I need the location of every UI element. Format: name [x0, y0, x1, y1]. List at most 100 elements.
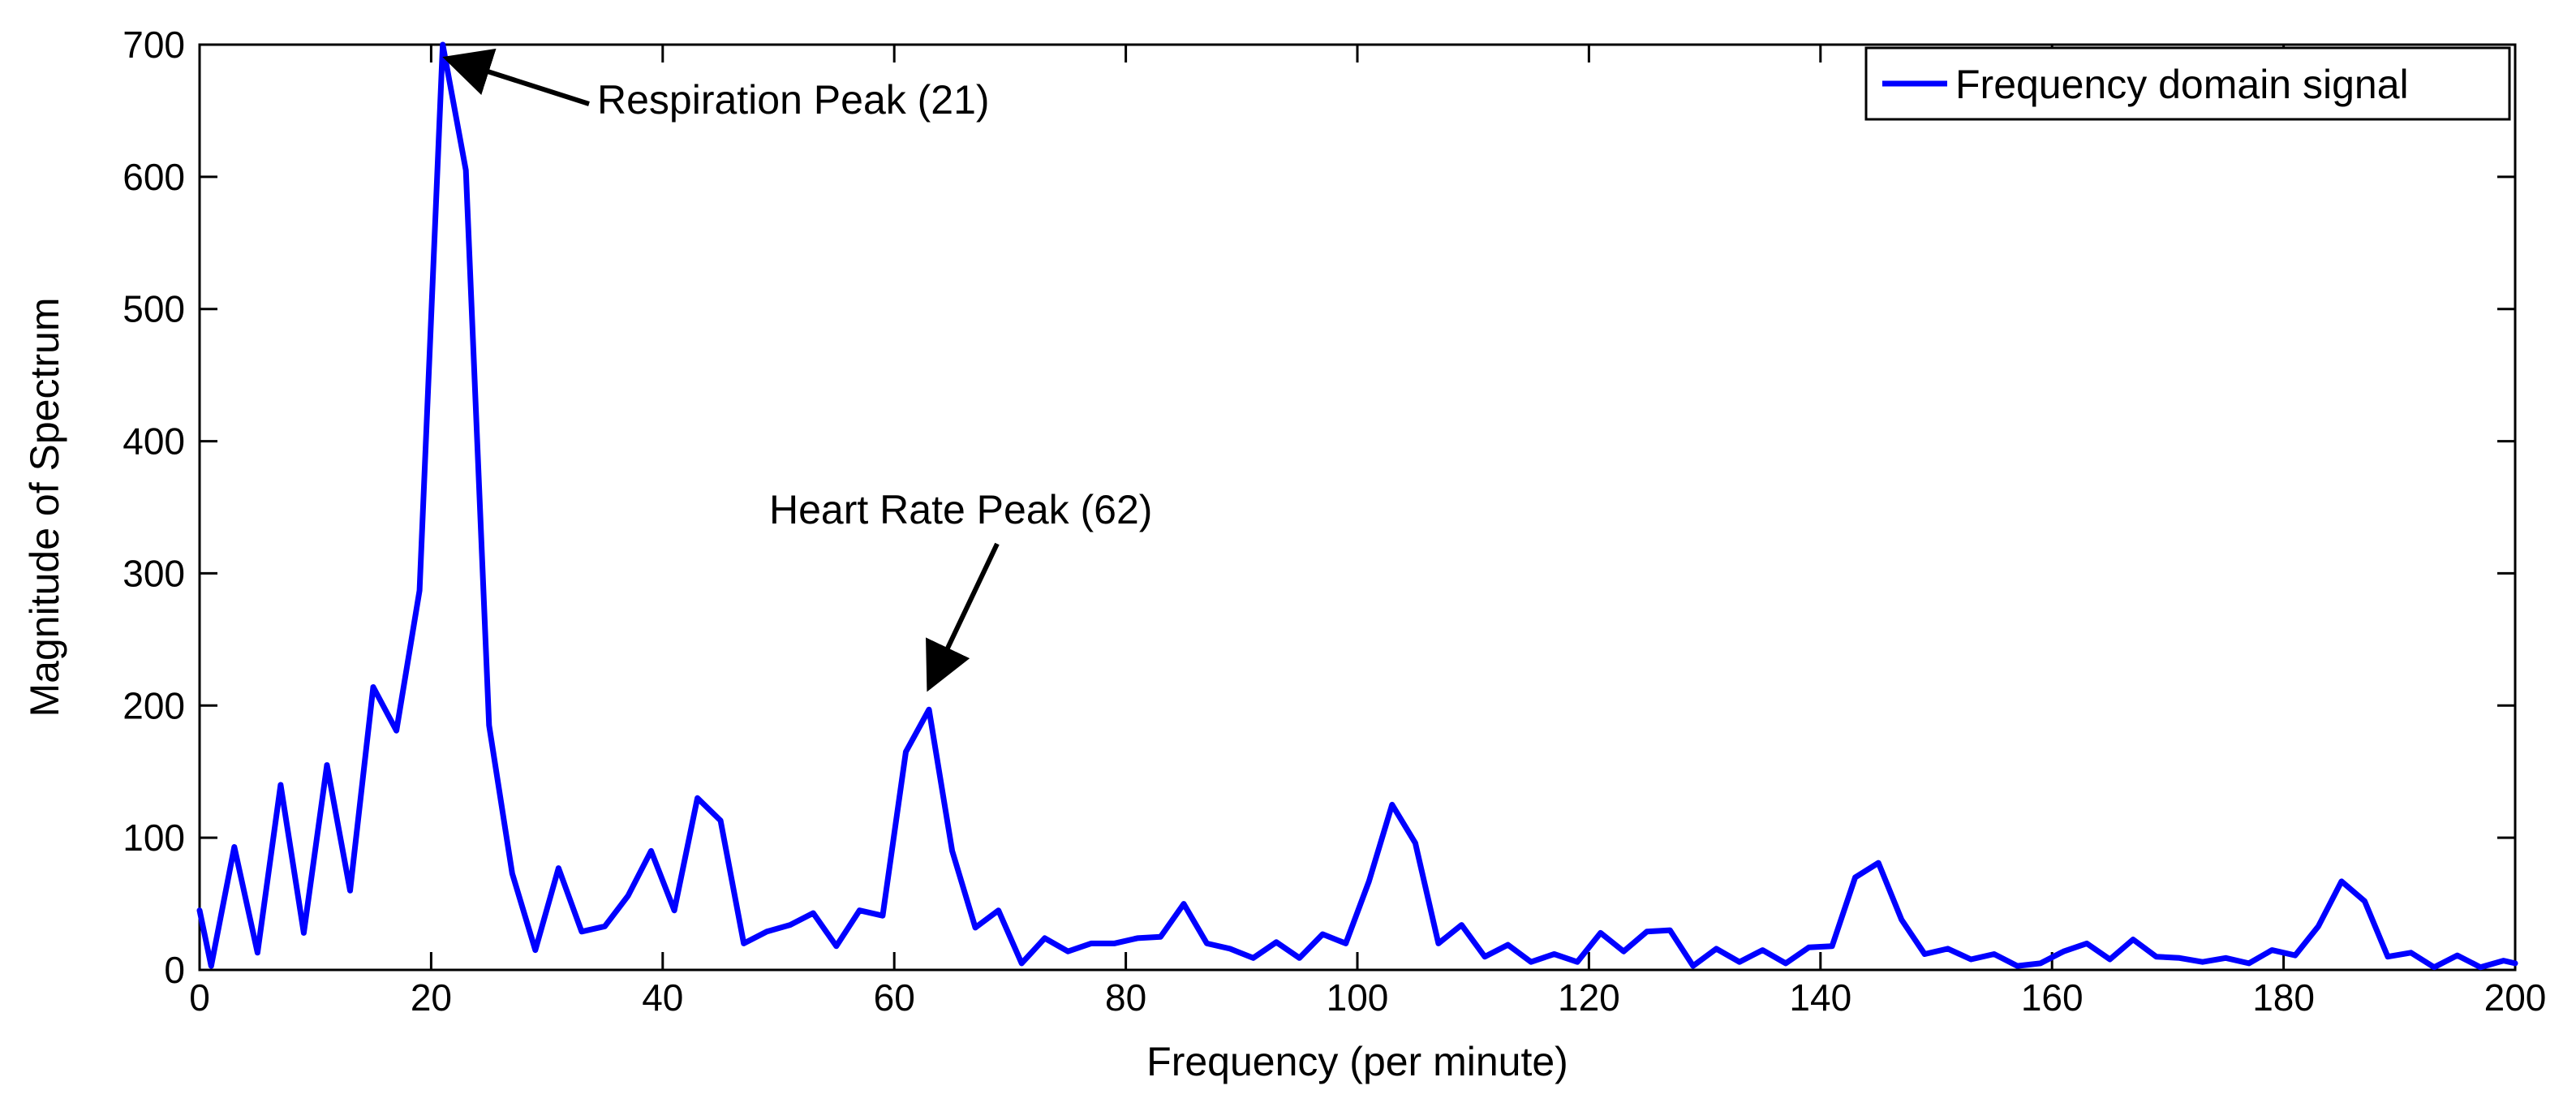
data-point: [1343, 941, 1348, 946]
x-axis-ticks: 0 20 40 60 80 100 120 140 160 180 200: [189, 45, 2546, 1019]
data-point: [672, 907, 677, 913]
data-point: [417, 588, 423, 593]
data-point: [1806, 945, 1812, 950]
data-point: [1783, 960, 1788, 966]
data-point: [718, 817, 724, 823]
data-point: [1019, 960, 1025, 966]
x-tick-label: 120: [1558, 976, 1620, 1019]
data-point: [1945, 946, 1950, 951]
data-point: [1598, 930, 1603, 936]
data-point: [764, 929, 770, 934]
y-tick-label: 200: [123, 684, 185, 726]
data-point: [2432, 964, 2437, 970]
data-point: [973, 924, 978, 930]
data-point: [1736, 959, 1742, 965]
data-point: [1991, 951, 1997, 957]
data-point: [2131, 937, 2136, 942]
data-point: [857, 907, 862, 913]
data-point: [1180, 901, 1186, 907]
legend: Frequency domain signal: [1864, 46, 2511, 121]
data-point: [2501, 958, 2506, 963]
data-point: [2223, 955, 2229, 961]
data-point: [277, 782, 283, 787]
data-point: [486, 722, 492, 728]
data-point: [393, 728, 399, 734]
respiration-peak-annotation: Respiration Peak (21): [597, 77, 990, 123]
x-axis-label: Frequency (per minute): [1146, 1039, 1568, 1084]
y-tick-label: 600: [123, 156, 185, 198]
data-point: [2177, 955, 2183, 961]
data-point: [1413, 840, 1418, 846]
data-point: [2084, 941, 2090, 946]
data-point: [695, 795, 700, 801]
series-line-frequency-domain-signal: [196, 41, 2518, 971]
data-point: [255, 950, 260, 955]
x-tick-label: 100: [1327, 976, 1389, 1019]
data-point: [1505, 942, 1511, 948]
data-point: [648, 848, 654, 854]
data-point: [1529, 959, 1534, 965]
y-axis-label: Magnitude of Spectrum: [22, 298, 67, 717]
data-point: [2513, 960, 2518, 966]
data-point: [1297, 955, 1302, 961]
x-tick-label: 60: [874, 976, 915, 1019]
data-point: [510, 871, 515, 877]
x-tick-label: 160: [2021, 976, 2084, 1019]
data-point: [602, 924, 608, 929]
y-tick-label: 500: [123, 288, 185, 330]
y-axis-ticks: 0 100 200 300 400 500 600 700: [123, 24, 2515, 991]
data-point: [879, 913, 885, 919]
data-point: [2362, 898, 2367, 904]
y-tick-label: 100: [123, 817, 185, 859]
data-point: [2385, 954, 2391, 959]
data-point: [197, 907, 202, 913]
data-point: [1250, 955, 1256, 961]
respiration-peak-arrow: [442, 48, 590, 106]
data-point: [324, 762, 329, 768]
data-point: [1389, 802, 1395, 808]
data-point: [833, 943, 839, 949]
plot-area: [198, 43, 2517, 972]
data-point: [625, 893, 630, 898]
y-tick-label: 400: [123, 420, 185, 463]
data-point: [1435, 941, 1441, 946]
data-points: [197, 42, 2518, 970]
data-point: [556, 865, 561, 871]
data-point: [463, 167, 469, 173]
data-point: [2200, 959, 2205, 965]
data-point: [231, 844, 237, 850]
y-tick-label: 0: [164, 949, 185, 991]
data-point: [1065, 949, 1071, 954]
data-point: [741, 941, 746, 946]
data-point: [2015, 963, 2020, 969]
data-point: [1158, 934, 1163, 940]
data-point: [1228, 946, 1233, 951]
x-tick-label: 0: [189, 976, 210, 1019]
data-point: [532, 947, 538, 953]
data-point: [811, 910, 816, 916]
data-point: [1274, 939, 1279, 945]
x-tick-label: 180: [2252, 976, 2315, 1019]
data-point: [2153, 954, 2159, 959]
data-point: [1088, 941, 1094, 946]
y-tick-label: 700: [123, 24, 185, 66]
y-tick-label: 300: [123, 552, 185, 594]
data-point: [1320, 932, 1326, 937]
data-point: [1459, 922, 1464, 928]
data-point: [2338, 878, 2344, 884]
data-point: [1714, 946, 1719, 951]
data-point: [903, 749, 909, 755]
data-point: [1134, 935, 1140, 941]
data-point: [1968, 956, 1974, 962]
data-point: [2316, 924, 2321, 929]
data-point: [927, 707, 932, 713]
data-point: [1876, 860, 1881, 866]
x-tick-label: 200: [2484, 976, 2547, 1019]
data-point: [1760, 947, 1765, 953]
data-point: [371, 684, 376, 690]
data-point: [1112, 941, 1117, 946]
data-point: [787, 922, 793, 928]
data-point: [2061, 949, 2066, 954]
heart-rate-peak-arrow: [926, 542, 1000, 692]
